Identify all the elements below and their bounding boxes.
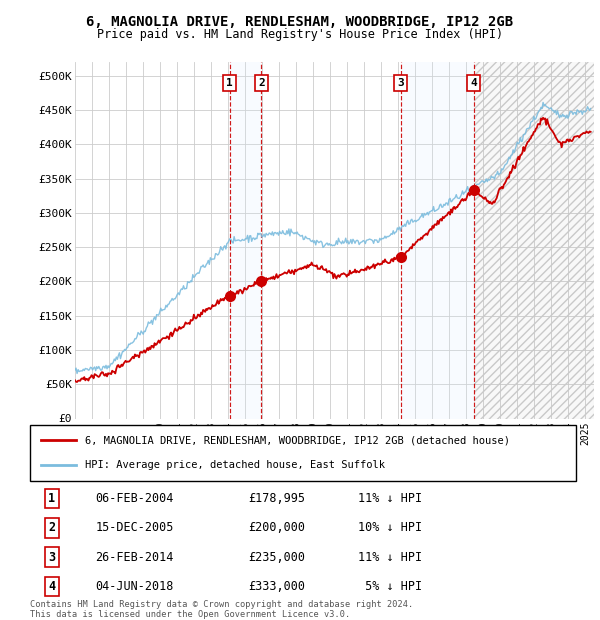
Text: 2: 2: [48, 521, 55, 534]
Bar: [473, 62, 594, 419]
Text: 26-FEB-2014: 26-FEB-2014: [95, 551, 174, 564]
Bar: [230, 62, 262, 419]
Text: HPI: Average price, detached house, East Suffolk: HPI: Average price, detached house, East…: [85, 460, 385, 470]
Text: 15-DEC-2005: 15-DEC-2005: [95, 521, 174, 534]
FancyBboxPatch shape: [30, 425, 576, 480]
Text: 11% ↓ HPI: 11% ↓ HPI: [358, 492, 422, 505]
Text: £178,995: £178,995: [248, 492, 305, 505]
Text: 2: 2: [258, 78, 265, 88]
Text: £333,000: £333,000: [248, 580, 305, 593]
Bar: [473, 62, 594, 419]
Text: Price paid vs. HM Land Registry's House Price Index (HPI): Price paid vs. HM Land Registry's House …: [97, 28, 503, 41]
Text: 6, MAGNOLIA DRIVE, RENDLESHAM, WOODBRIDGE, IP12 2GB: 6, MAGNOLIA DRIVE, RENDLESHAM, WOODBRIDG…: [86, 16, 514, 30]
Text: 3: 3: [48, 551, 55, 564]
Text: 1: 1: [48, 492, 55, 505]
Text: 4: 4: [48, 580, 55, 593]
Text: 4: 4: [470, 78, 477, 88]
Text: 1: 1: [226, 78, 233, 88]
Text: 10% ↓ HPI: 10% ↓ HPI: [358, 521, 422, 534]
Bar: [401, 62, 473, 419]
Text: 06-FEB-2004: 06-FEB-2004: [95, 492, 174, 505]
Text: 11% ↓ HPI: 11% ↓ HPI: [358, 551, 422, 564]
Text: 6, MAGNOLIA DRIVE, RENDLESHAM, WOODBRIDGE, IP12 2GB (detached house): 6, MAGNOLIA DRIVE, RENDLESHAM, WOODBRIDG…: [85, 435, 509, 445]
Text: £200,000: £200,000: [248, 521, 305, 534]
Text: 3: 3: [397, 78, 404, 88]
Text: 04-JUN-2018: 04-JUN-2018: [95, 580, 174, 593]
Text: £235,000: £235,000: [248, 551, 305, 564]
Text: Contains HM Land Registry data © Crown copyright and database right 2024.
This d: Contains HM Land Registry data © Crown c…: [30, 600, 413, 619]
Text: 5% ↓ HPI: 5% ↓ HPI: [358, 580, 422, 593]
